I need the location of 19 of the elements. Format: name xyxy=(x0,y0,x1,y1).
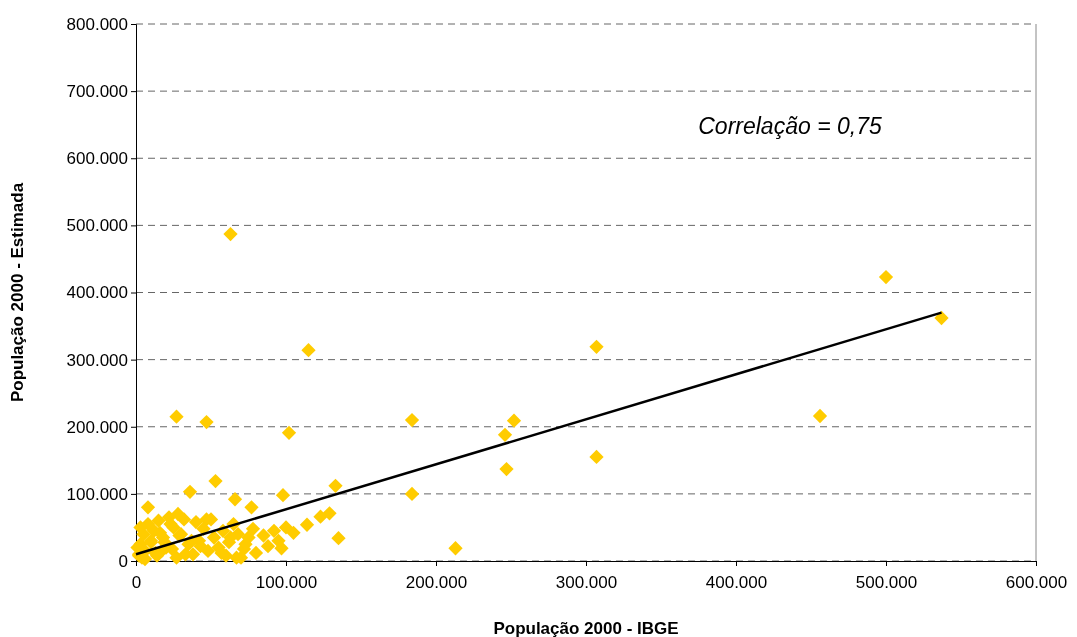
x-tick-label: 600.000 xyxy=(1005,572,1068,592)
y-axis-title: População 2000 - Estimada xyxy=(8,182,27,403)
y-tick-label: 100.000 xyxy=(66,484,128,504)
y-tick-label: 300.000 xyxy=(66,350,128,370)
x-axis-title: População 2000 - IBGE xyxy=(493,619,679,637)
y-tick-label: 0 xyxy=(118,551,128,571)
annotation: Correlação = 0,75 xyxy=(698,113,882,139)
y-tick-label: 600.000 xyxy=(66,149,128,169)
y-tick-label: 700.000 xyxy=(66,82,128,102)
x-tick-label: 100.000 xyxy=(255,572,318,592)
y-tick-label: 400.000 xyxy=(66,283,128,303)
x-tick-label: 400.000 xyxy=(705,572,768,592)
x-tick-label: 300.000 xyxy=(555,572,618,592)
x-tick-label: 500.000 xyxy=(855,572,918,592)
x-tick-label: 200.000 xyxy=(405,572,468,592)
y-tick-label: 800.000 xyxy=(66,14,128,34)
y-tick-label: 200.000 xyxy=(66,417,128,437)
y-tick-label: 500.000 xyxy=(66,216,128,236)
x-tick-label: 0 xyxy=(131,572,142,592)
